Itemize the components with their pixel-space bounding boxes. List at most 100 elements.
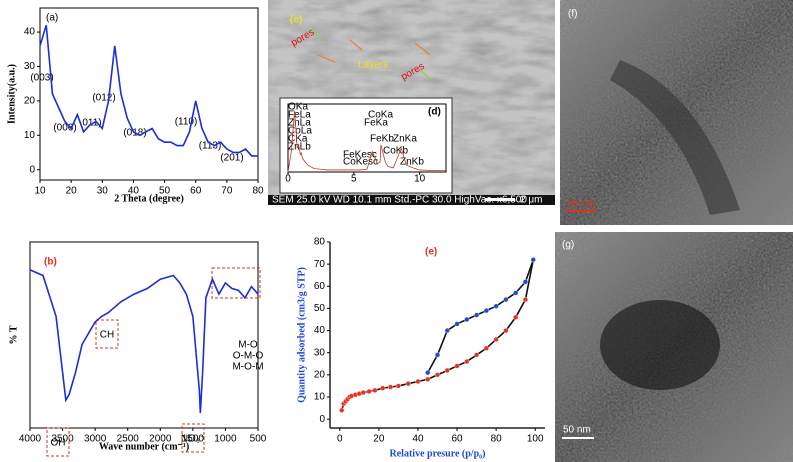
x-tick-label: 30: [97, 186, 109, 197]
eds-inset: [279, 97, 453, 194]
y-tick-label: 30: [314, 347, 326, 358]
annotation: FeKesc: [343, 150, 377, 161]
x-tick-label: 40: [128, 186, 140, 197]
x-tick-label: 2000: [149, 434, 172, 445]
data-point: [464, 358, 470, 365]
x-tick-label: 60: [451, 434, 463, 445]
data-point: [513, 314, 519, 320]
data-point: [530, 257, 536, 263]
annotation: ZnKa: [393, 134, 417, 145]
y-tick-label: 20: [314, 369, 326, 380]
data-point: [434, 352, 441, 358]
y-tick-label: 0: [29, 164, 35, 175]
data-point: [473, 312, 480, 318]
x-tick-label: 2500: [117, 434, 140, 445]
annotation: (006): [53, 123, 76, 134]
scale-bar: [562, 437, 594, 439]
panel-label: (d): [428, 107, 441, 118]
x-axis-title: Wave number (cm⁻¹): [99, 441, 189, 452]
annotation: ZnLb: [288, 142, 311, 153]
plot-frame: [29, 241, 259, 429]
plot-frame: [287, 103, 447, 173]
x-tick-label: 80: [252, 186, 264, 197]
annotation-box: [46, 427, 70, 457]
annotation: OH: [51, 438, 66, 449]
data-point: [522, 296, 529, 303]
x-tick-label: 50: [159, 186, 171, 197]
x-tick-label: 3000: [84, 434, 107, 445]
data-point: [493, 336, 499, 343]
scale-label: 50 nm: [568, 199, 596, 210]
x-tick-label: 10: [414, 174, 426, 185]
y-tick-label: 80: [314, 237, 326, 248]
x-tick-label: 0: [285, 174, 291, 185]
data-point: [339, 407, 345, 413]
annotation: (110): [175, 117, 198, 128]
panel-label: (b): [44, 257, 57, 268]
annotation: FeKb: [370, 134, 394, 145]
data-point: [425, 370, 431, 376]
x-tick-label: 60: [190, 186, 202, 197]
sem-footer-bar: [268, 195, 555, 205]
scale-bar: [566, 210, 596, 212]
annotation: (003): [30, 73, 53, 84]
x-tick-label: 70: [221, 186, 233, 197]
series-line: [340, 259, 535, 411]
series-line: [287, 110, 446, 173]
series-line: [29, 269, 259, 414]
data-point: [454, 363, 460, 369]
y-tick-label: 50: [314, 303, 326, 314]
x-tick-label: 3500: [51, 434, 74, 445]
annotation: Layers: [358, 60, 388, 71]
annotation: CoKesc: [343, 157, 378, 168]
data-point: [380, 385, 386, 391]
x-axis-title: Relative presure (p/p₀): [390, 448, 486, 459]
y-tick-label: 40: [24, 27, 36, 38]
x-tick-label: 4000: [19, 434, 42, 445]
panel-label: (a): [46, 13, 58, 24]
annotation-box: [181, 423, 205, 453]
tem-feature: [600, 300, 720, 390]
annotation: ZnKb: [400, 157, 424, 168]
data-point: [434, 372, 441, 378]
data-point: [503, 296, 509, 303]
tem-feature: [610, 60, 740, 215]
data-point: [503, 327, 509, 334]
data-point: [493, 303, 499, 309]
scale-bar: [485, 198, 515, 201]
annotation: NO₃⁻: [181, 434, 205, 445]
y-tick-label: 70: [314, 259, 326, 270]
y-axis-title: Intensity(a.u.): [6, 64, 17, 124]
arrows: [309, 27, 433, 81]
annotation: M-O: [238, 340, 258, 351]
annotation: (012): [92, 93, 115, 104]
y-tick-label: 40: [314, 325, 326, 336]
y-tick-label: 10: [314, 392, 326, 403]
x-tick-label: 100: [527, 434, 544, 445]
y-tick-label: 10: [24, 130, 36, 141]
x-tick-label: 1500: [182, 434, 205, 445]
annotation: M-O-M: [232, 362, 263, 373]
annotation: ZnLa: [288, 118, 311, 129]
x-tick-label: 0: [337, 434, 343, 445]
data-point: [387, 384, 394, 390]
sem-footer: SEM 25.0 kV WD 10.1 mm Std.-PC 30.0 High…: [272, 195, 527, 206]
annotation-box: [95, 319, 119, 349]
scale-label: 2 μm: [520, 195, 542, 206]
x-tick-label: 10: [34, 186, 46, 197]
annotation: FeKa: [364, 118, 388, 129]
data-point: [405, 381, 411, 387]
panel-label: (g): [562, 240, 574, 251]
annotation: O-M-O: [233, 351, 264, 362]
data-point: [473, 352, 480, 358]
x-tick-label: 20: [66, 186, 78, 197]
data-point: [425, 376, 431, 382]
data-point: [522, 279, 529, 285]
annotation: (113): [199, 141, 222, 152]
annotation: FeLa: [288, 110, 311, 121]
x-axis-title: 2 Theta (degree): [114, 193, 184, 204]
data-point: [513, 290, 519, 296]
x-tick-label: 5: [351, 174, 357, 185]
annotation: OKa: [288, 102, 308, 113]
data-point: [395, 383, 402, 389]
